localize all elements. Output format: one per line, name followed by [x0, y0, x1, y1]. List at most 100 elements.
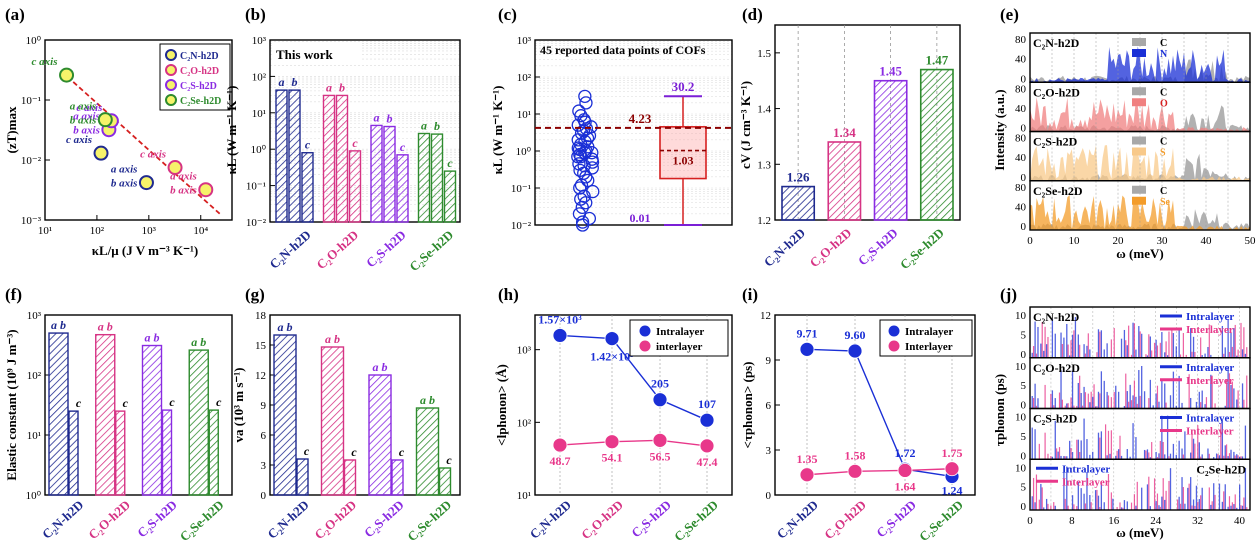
legend-swatch — [1132, 38, 1146, 46]
intralayer-bar — [1034, 502, 1036, 510]
bar-label: c — [352, 136, 358, 150]
interlayer-bar — [1162, 442, 1164, 460]
intralayer-bar — [1054, 333, 1056, 358]
interlayer-bar — [1237, 455, 1239, 460]
bar — [48, 332, 69, 496]
data-point — [571, 150, 585, 164]
interlayer-bar — [1191, 505, 1193, 510]
max-label: 30.2 — [672, 79, 695, 94]
data-point — [582, 211, 597, 226]
intralayer-bar — [1201, 390, 1203, 409]
intralayer-bar — [1083, 344, 1085, 358]
intralayer-bar — [1175, 454, 1177, 460]
x-tick-label: 40 — [1234, 515, 1246, 527]
interlayer-bar — [1038, 499, 1040, 510]
bar — [438, 467, 452, 496]
x-tick-label: 10³ — [142, 225, 157, 237]
interlayer-bar — [1113, 328, 1115, 358]
intralayer-bar — [1166, 355, 1169, 358]
intralayer-bar — [1181, 448, 1183, 460]
y-axis-label: cV (J cm⁻³ K⁻¹) — [738, 81, 753, 169]
bar — [208, 409, 219, 496]
y-tick-label: 5 — [1021, 482, 1027, 494]
point-label: b axis — [111, 178, 138, 190]
interlayer-bar — [1182, 333, 1184, 358]
interlayer-bar — [1200, 402, 1202, 409]
intralayer-bar — [1069, 355, 1071, 358]
intralayer-bar — [1063, 456, 1065, 460]
intralayer-bar — [1198, 442, 1200, 460]
value-label: 205 — [651, 377, 669, 391]
y-tick-label: 3 — [766, 445, 772, 457]
category-tick-label: C₂S-h2D — [873, 497, 919, 540]
intralayer-bar — [1120, 338, 1123, 358]
intralayer-bar — [1161, 415, 1163, 460]
intralayer-bar — [1201, 355, 1203, 358]
pdos-area — [1030, 105, 1250, 132]
bar — [301, 152, 314, 223]
y-tick-label: 10 — [1015, 361, 1027, 373]
y-tick-label: 12 — [255, 370, 266, 382]
intralayer-bar — [1089, 495, 1091, 510]
interlayer-bar — [1079, 344, 1081, 358]
intralayer-bar — [1045, 344, 1048, 358]
intralayer-bar — [1195, 485, 1198, 510]
intralayer-bar — [1164, 383, 1166, 409]
interlayer-bar — [1217, 454, 1219, 460]
interlayer-bar — [1093, 384, 1095, 409]
interlayer-bar — [1205, 397, 1208, 409]
category-tick-label: C₂Se-h2D — [897, 225, 947, 272]
interlayer-bar — [1035, 474, 1038, 510]
intralayer-bar — [1204, 353, 1206, 358]
intralayer-bar — [1213, 457, 1215, 460]
category-tick-label: C₂S-h2D — [628, 497, 674, 540]
intralayer-bar — [1184, 503, 1186, 510]
intralayer-bar — [1169, 395, 1172, 409]
value-label: 1.24 — [942, 483, 963, 497]
interlayer-bar — [1119, 502, 1121, 510]
y-tick-label: 10¹ — [517, 490, 531, 502]
intralayer-bar — [1218, 483, 1221, 510]
legend-entry: Interlayer — [1186, 375, 1234, 387]
intralayer-bar — [1230, 384, 1232, 409]
point-label: b axis — [70, 115, 97, 127]
intralayer-bar — [1129, 456, 1131, 460]
intralayer-bar — [1230, 449, 1232, 460]
interlayer-bar — [1179, 354, 1182, 358]
category-tick-label: C₂O-h2D — [311, 497, 359, 542]
category-tick-label: C₂S-h2D — [134, 497, 180, 540]
y-tick-label: 9 — [766, 355, 772, 367]
intralayer-bar — [1120, 507, 1123, 510]
bar — [188, 349, 209, 496]
interlayer-bar — [1223, 491, 1225, 510]
category-tick-label: C₂O-h2D — [821, 497, 869, 542]
panel-label: (f) — [5, 285, 22, 304]
y-axis-label: Elastic constant (10⁹ J m⁻³) — [4, 329, 19, 480]
interlayer-bar — [1081, 405, 1084, 409]
intralayer-bar — [1233, 451, 1235, 460]
intralayer-bar — [1149, 457, 1151, 460]
interlayer-bar — [1070, 447, 1072, 460]
intralayer-bar — [1158, 453, 1160, 460]
series-point — [699, 438, 715, 454]
bar-label: c — [446, 453, 452, 467]
bar-label: c — [447, 156, 453, 170]
panel-label: (a) — [5, 5, 25, 24]
interlayer-bar — [1133, 380, 1136, 409]
data-point — [586, 184, 600, 199]
bar — [288, 89, 301, 223]
intralayer-bar — [1233, 504, 1235, 510]
y-axis-label: κL (W m⁻¹ K⁻¹) — [490, 86, 505, 175]
legend-marker — [639, 340, 651, 352]
interlayer-bar — [1047, 503, 1049, 510]
interlayer-bar — [1044, 326, 1046, 358]
intralayer-bar — [1045, 498, 1048, 510]
interlayer-bar — [1099, 393, 1101, 409]
intralayer-bar — [1224, 445, 1226, 460]
y-tick-label: 5 — [1021, 431, 1027, 443]
series-line — [806, 348, 953, 478]
intralayer-bar — [1063, 472, 1065, 510]
data-point — [579, 96, 593, 110]
intralayer-bar — [1086, 345, 1088, 358]
y-tick-label: 10⁰ — [251, 144, 267, 156]
